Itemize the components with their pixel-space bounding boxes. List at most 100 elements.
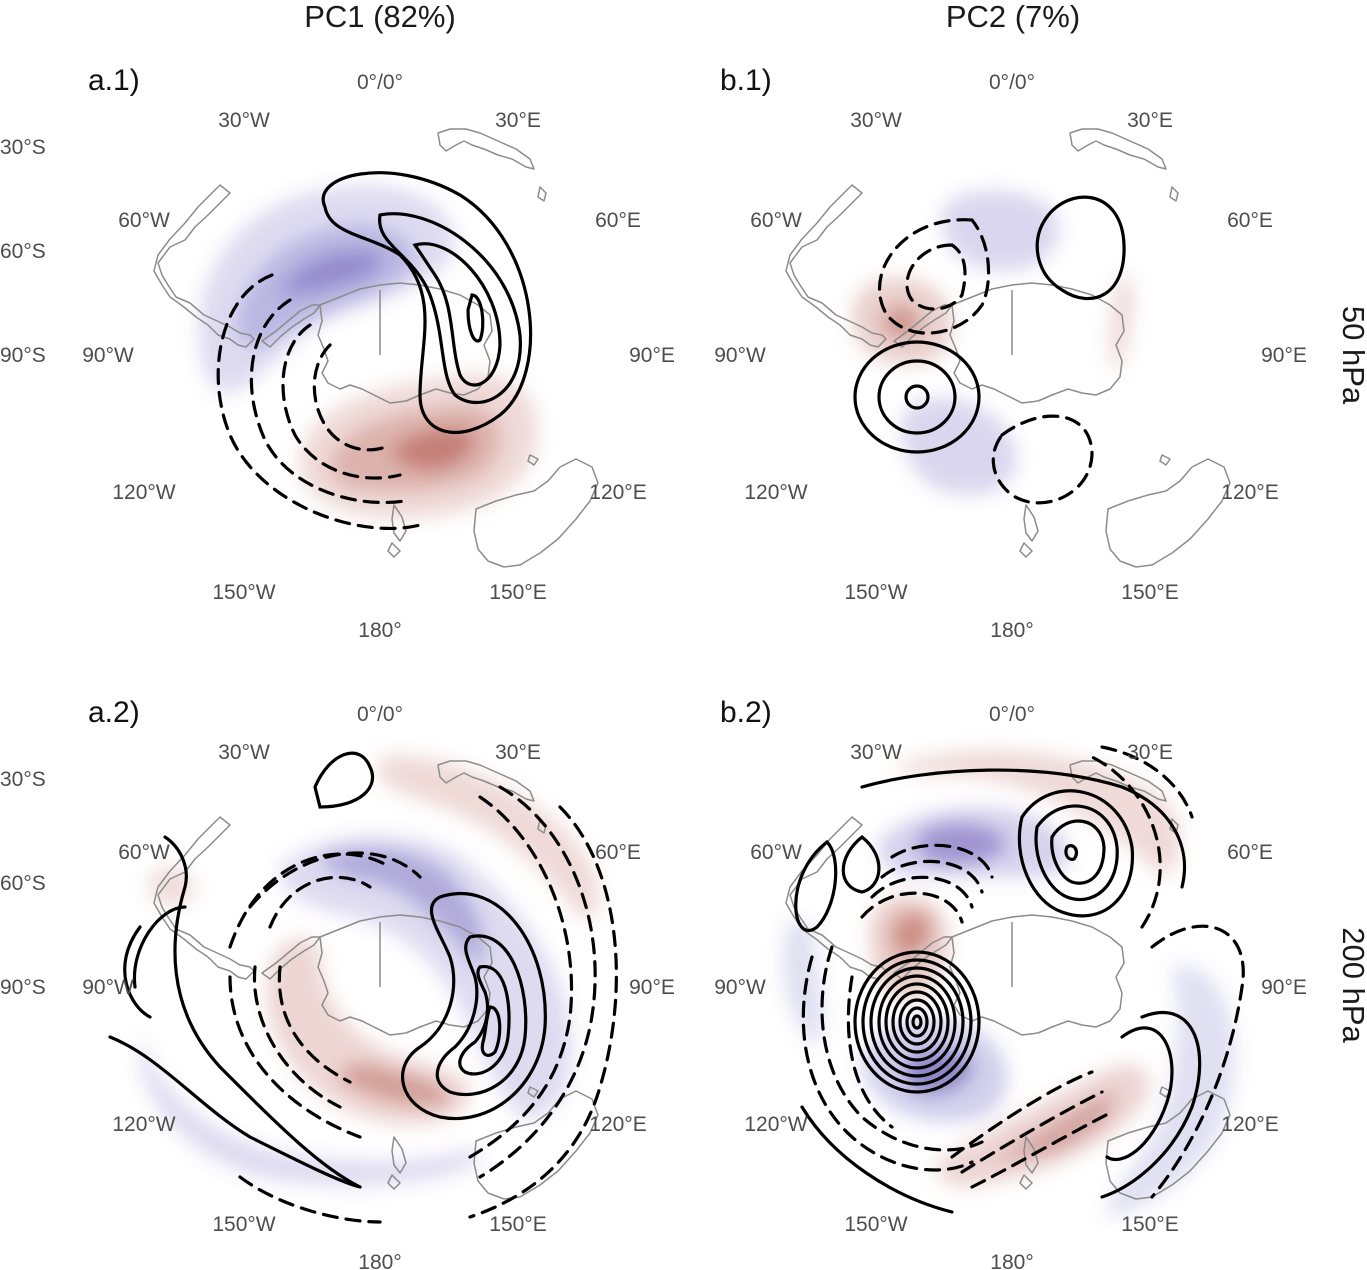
row-title-200hpa: 200 hPa	[1336, 927, 1367, 1043]
lon-label: 150°E	[1121, 1213, 1178, 1236]
lat-labels-a1: 30°S 60°S 90°S	[0, 136, 46, 367]
negative-shading-a2	[320, 848, 484, 967]
lon-label: 60°E	[1227, 209, 1273, 232]
lon-label: 90°E	[1261, 344, 1307, 367]
lon-label: 60°E	[1227, 841, 1273, 864]
lon-label: 120°W	[744, 481, 807, 504]
lon-label: 60°W	[118, 841, 170, 864]
lon-label: 180°	[358, 1251, 401, 1270]
panel-label-a2: a.2)	[88, 696, 140, 729]
positive-contours-a1	[321, 171, 533, 434]
panel-b1: b.1) 0°/0°	[714, 64, 1307, 642]
lat-label: 90°S	[0, 976, 46, 999]
lon-label: 180°	[990, 619, 1033, 642]
positive-shading-a2	[378, 755, 599, 919]
lon-label: 0°/0°	[357, 71, 403, 94]
lon-label: 120°E	[589, 1113, 646, 1136]
positive-shading-b2	[892, 913, 931, 957]
panel-label-b2: b.2)	[720, 696, 772, 729]
lon-label: 120°E	[1221, 1113, 1278, 1136]
lon-label: 90°W	[82, 976, 134, 999]
lon-label: 90°E	[629, 976, 675, 999]
lon-label: 90°E	[1261, 976, 1307, 999]
panel-a1: a.1)	[0, 64, 675, 642]
lon-label: 60°W	[750, 209, 802, 232]
panel-label-a1: a.1)	[88, 64, 140, 97]
positive-shading-b1	[1109, 275, 1134, 372]
lon-label: 150°E	[1121, 581, 1178, 604]
lon-label: 30°W	[850, 741, 902, 764]
lon-label: 150°W	[212, 581, 275, 604]
lat-label: 90°S	[0, 344, 46, 367]
negative-shading-a1	[280, 251, 382, 295]
lon-label: 120°W	[744, 1113, 807, 1136]
negative-shading-b2	[917, 823, 1007, 864]
lon-label: 150°E	[489, 1213, 546, 1236]
negative-shading-b2	[782, 917, 824, 1047]
positive-contours-b1	[853, 195, 1126, 454]
lon-label: 90°W	[714, 976, 766, 999]
lon-label: 180°	[990, 1251, 1033, 1270]
lon-label: 60°E	[595, 209, 641, 232]
panel-a2: a.2)	[0, 696, 675, 1270]
negative-contours-a2	[228, 785, 618, 1224]
lon-label: 90°W	[714, 344, 766, 367]
positive-contours-b2	[794, 768, 1202, 1214]
positive-shading-a2	[340, 1064, 450, 1106]
lon-label: 60°E	[595, 841, 641, 864]
lon-label: 150°W	[212, 1213, 275, 1236]
shading-b1	[852, 190, 1134, 495]
lon-label: 150°E	[489, 581, 546, 604]
lon-label: 0°/0°	[989, 703, 1035, 726]
lon-label: 30°E	[1127, 109, 1173, 132]
lon-label: 180°	[358, 619, 401, 642]
lon-labels-a1: 0°/0° 30°E 60°E 90°E 120°E 150°E 180° 15…	[82, 71, 675, 642]
negative-contours-a1	[216, 273, 422, 530]
map-b2: 0°/0° 30°E 60°E 90°E 120°E 150°E 180° 15…	[714, 703, 1307, 1270]
map-b1: 0°/0° 30°E 60°E 90°E 120°E 150°E 180° 15…	[714, 71, 1307, 642]
lon-label: 60°W	[118, 209, 170, 232]
lon-label: 120°W	[112, 481, 175, 504]
lat-label: 60°S	[0, 872, 46, 895]
lon-label: 90°E	[629, 344, 675, 367]
map-a2: 0°/0° 30°E 60°E 90°E 120°E 150°E 180° 15…	[82, 703, 675, 1270]
lon-label: 90°W	[82, 344, 134, 367]
lon-label: 150°W	[844, 581, 907, 604]
panel-b2: b.2)	[714, 696, 1307, 1270]
positive-shading-a2	[150, 866, 195, 907]
lon-label: 0°/0°	[357, 703, 403, 726]
lon-label: 30°W	[218, 741, 270, 764]
lon-labels-b2: 0°/0° 30°E 60°E 90°E 120°E 150°E 180° 15…	[714, 703, 1307, 1270]
negative-shading-b1	[942, 190, 1059, 271]
lon-label: 30°E	[495, 741, 541, 764]
lon-label: 120°W	[112, 1113, 175, 1136]
positive-shading-b2	[992, 1092, 1114, 1162]
lon-label: 30°E	[495, 109, 541, 132]
lon-label: 30°E	[1127, 741, 1173, 764]
lon-label: 0°/0°	[989, 71, 1035, 94]
map-a1: 0°/0° 30°E 60°E 90°E 120°E 150°E 180° 15…	[82, 71, 675, 642]
lat-label: 60°S	[0, 240, 46, 263]
lon-label: 120°E	[1221, 481, 1278, 504]
negative-shading-b1	[900, 397, 1017, 495]
column-title-pc2: PC2 (7%)	[946, 0, 1080, 34]
lon-label: 60°W	[750, 841, 802, 864]
positive-shading-a2	[266, 938, 471, 1126]
lat-label: 30°S	[0, 768, 46, 791]
lon-labels-b1: 0°/0° 30°E 60°E 90°E 120°E 150°E 180° 15…	[714, 71, 1307, 642]
lon-label: 120°E	[589, 481, 646, 504]
lon-labels-a2: 0°/0° 30°E 60°E 90°E 120°E 150°E 180° 15…	[82, 703, 675, 1270]
lat-labels-a2: 30°S 60°S 90°S	[0, 768, 46, 999]
negative-contours-b1	[877, 218, 1094, 505]
lon-label: 30°W	[850, 109, 902, 132]
lat-label: 30°S	[0, 136, 46, 159]
shading-a2	[138, 755, 599, 1186]
column-title-pc1: PC1 (82%)	[304, 0, 456, 34]
lon-label: 150°W	[844, 1213, 907, 1236]
positive-contours-a2	[108, 751, 547, 1189]
positive-shading-a1	[390, 428, 473, 470]
negative-contours-b2	[801, 745, 1245, 1199]
lon-label: 30°W	[218, 109, 270, 132]
row-title-50hpa: 50 hPa	[1336, 306, 1367, 405]
